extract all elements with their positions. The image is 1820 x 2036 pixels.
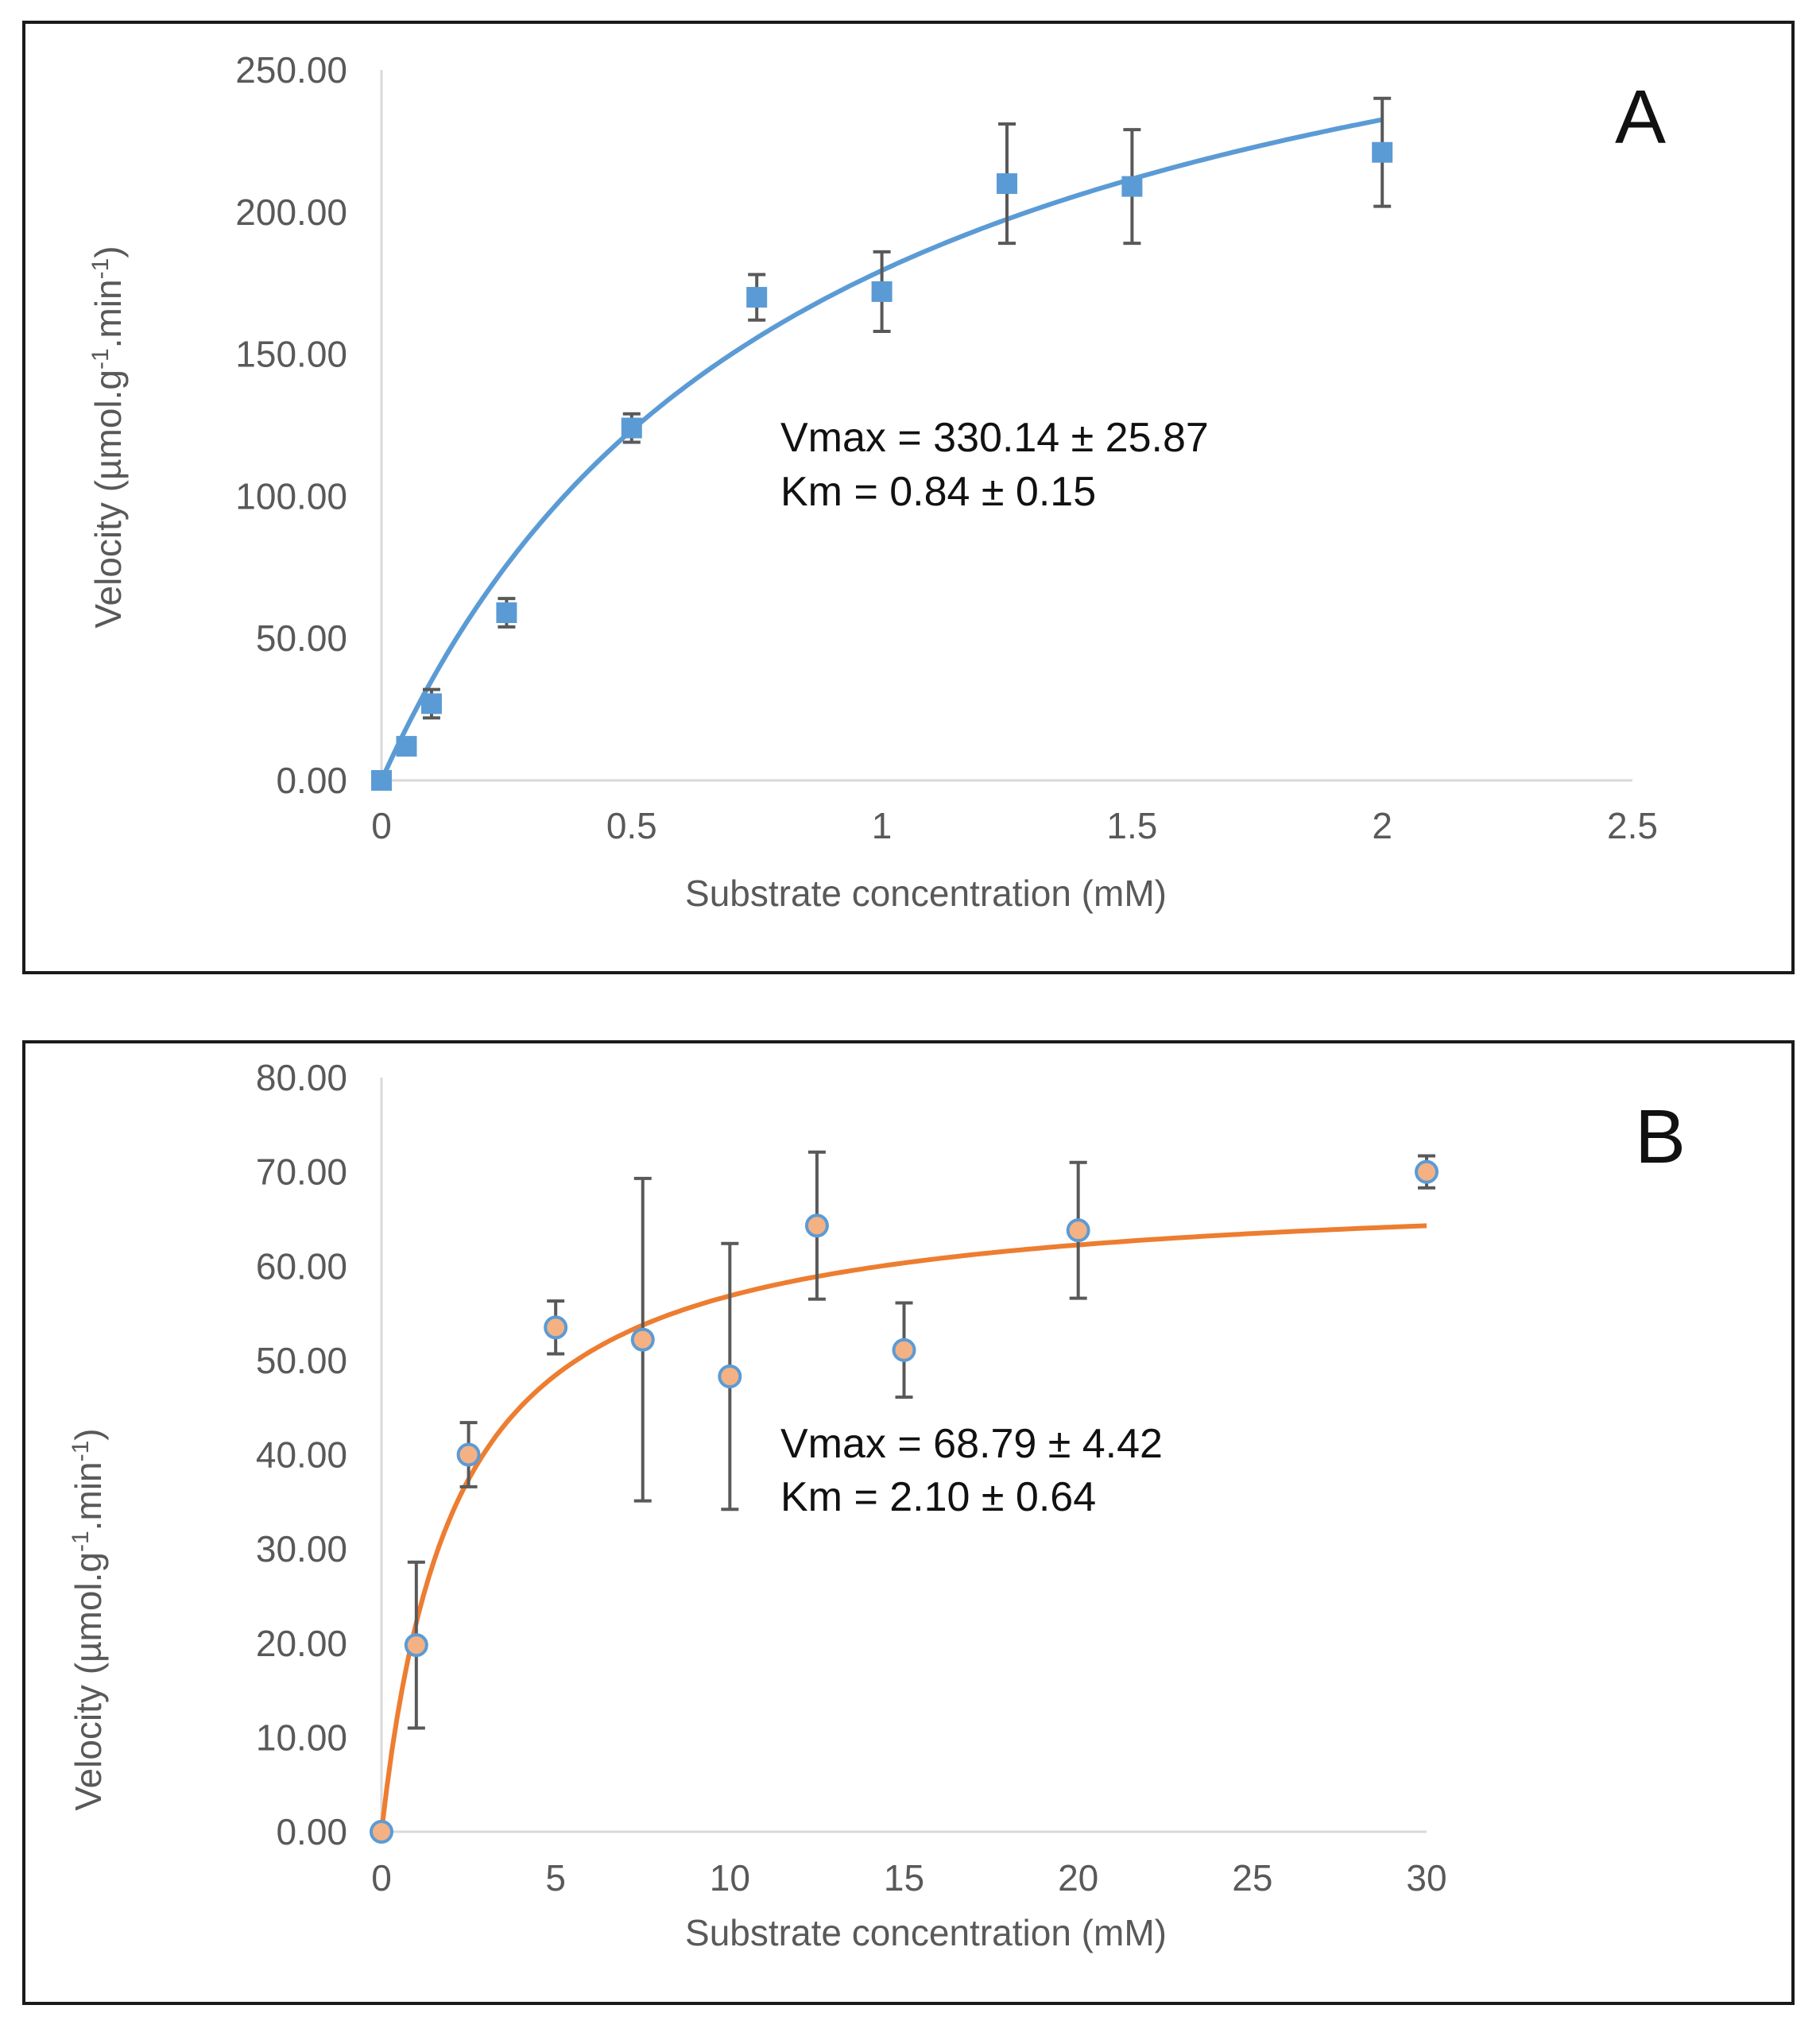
x-tick-label-a: 1.5 (1106, 805, 1157, 846)
data-point-a (1121, 176, 1143, 197)
y-tick-label-b: 30.00 (256, 1528, 347, 1570)
y-tick-label-b: 0.00 (276, 1811, 347, 1852)
data-point-b (892, 1337, 916, 1362)
fit-curve-b (379, 1223, 1427, 1833)
chart-panel-b: 0.00 10.00 20.00 30.00 40.00 50.00 60.00 70.00 8… (22, 1040, 1795, 2005)
data-point-a (997, 173, 1017, 195)
data-point-a (420, 693, 442, 714)
chart-a-svg: 0.00 50.00 100.00 150.00 200.00 250.00 0 0.5 1 1.… (87, 49, 1666, 914)
annotation-km-a: Km = 0.84 ± 0.15 (780, 469, 1096, 515)
x-tick-label-b: 15 (884, 1857, 924, 1899)
data-point-a (496, 602, 517, 624)
x-axis-title-a: Substrate concentration (mM) (685, 873, 1167, 914)
y-tick-label-a: 0.00 (276, 760, 347, 801)
chart-panel-a: 0.00 50.00 100.00 150.00 200.00 250.00 0 0.5 1 1.… (22, 21, 1795, 974)
data-point-b (1066, 1218, 1090, 1243)
panel-label-a: A (1615, 75, 1666, 160)
y-tick-label-b: 50.00 (256, 1340, 347, 1381)
plot-area-b: 0.00 10.00 20.00 30.00 40.00 50.00 60.00 70.00 8… (256, 1057, 1447, 1899)
data-point-b (718, 1364, 742, 1389)
x-tick-label-a: 2 (1372, 805, 1392, 846)
y-axis-title-b: Velocity (µmol.g-1.min-1) (68, 1428, 109, 1810)
data-point-b (370, 1820, 393, 1844)
x-tick-label-b: 30 (1406, 1857, 1446, 1899)
y-tick-label-b: 10.00 (256, 1717, 347, 1758)
y-tick-label-a: 50.00 (256, 617, 347, 659)
data-point-b (456, 1442, 481, 1467)
chart-b-svg: 0.00 10.00 20.00 30.00 40.00 50.00 60.00 70.00 8… (68, 1057, 1686, 1953)
annotation-vmax-a: Vmax = 330.14 ± 25.87 (780, 415, 1209, 461)
data-point-a (746, 287, 768, 308)
data-point-a (621, 417, 642, 439)
annotation-vmax-b: Vmax = 68.79 ± 4.42 (780, 1421, 1163, 1467)
data-point-b (804, 1213, 829, 1238)
x-axis-title-b: Substrate concentration (mM) (685, 1912, 1167, 1953)
data-point-b (1415, 1159, 1439, 1184)
data-point-a (396, 736, 417, 757)
y-tick-label-b: 20.00 (256, 1623, 347, 1664)
y-tick-label-a: 100.00 (235, 475, 347, 517)
x-tick-label-b: 20 (1058, 1857, 1098, 1899)
y-tick-label-b: 70.00 (256, 1152, 347, 1193)
x-tick-label-b: 25 (1232, 1857, 1272, 1899)
data-point-a (871, 281, 893, 302)
y-tick-label-b: 80.00 (256, 1057, 347, 1098)
x-tick-label-a: 0.5 (606, 805, 657, 846)
x-tick-label-b: 10 (710, 1857, 750, 1899)
y-tick-label-b: 60.00 (256, 1245, 347, 1287)
x-tick-label-b: 5 (545, 1857, 566, 1899)
x-tick-label-a: 0 (371, 805, 392, 846)
plot-area-a: 0.00 50.00 100.00 150.00 200.00 250.00 0 0.5 1 1.… (235, 49, 1658, 846)
data-point-b (630, 1327, 655, 1352)
y-tick-label-b: 40.00 (256, 1434, 347, 1476)
y-tick-label-a: 200.00 (235, 192, 347, 233)
y-tick-label-a: 150.00 (235, 334, 347, 375)
y-axis-title-a: Velocity (µmol.g-1.min-1) (87, 246, 129, 628)
data-point-b (544, 1315, 568, 1340)
y-tick-label-a: 250.00 (235, 49, 347, 91)
annotation-km-b: Km = 2.10 ± 0.64 (780, 1474, 1096, 1520)
panel-label-b: B (1635, 1094, 1686, 1179)
data-point-b (404, 1633, 428, 1658)
x-tick-label-a: 1 (872, 805, 893, 846)
data-point-a (371, 770, 392, 791)
x-tick-label-a: 2.5 (1607, 805, 1658, 846)
x-tick-label-b: 0 (371, 1857, 392, 1899)
data-point-a (1372, 141, 1393, 163)
